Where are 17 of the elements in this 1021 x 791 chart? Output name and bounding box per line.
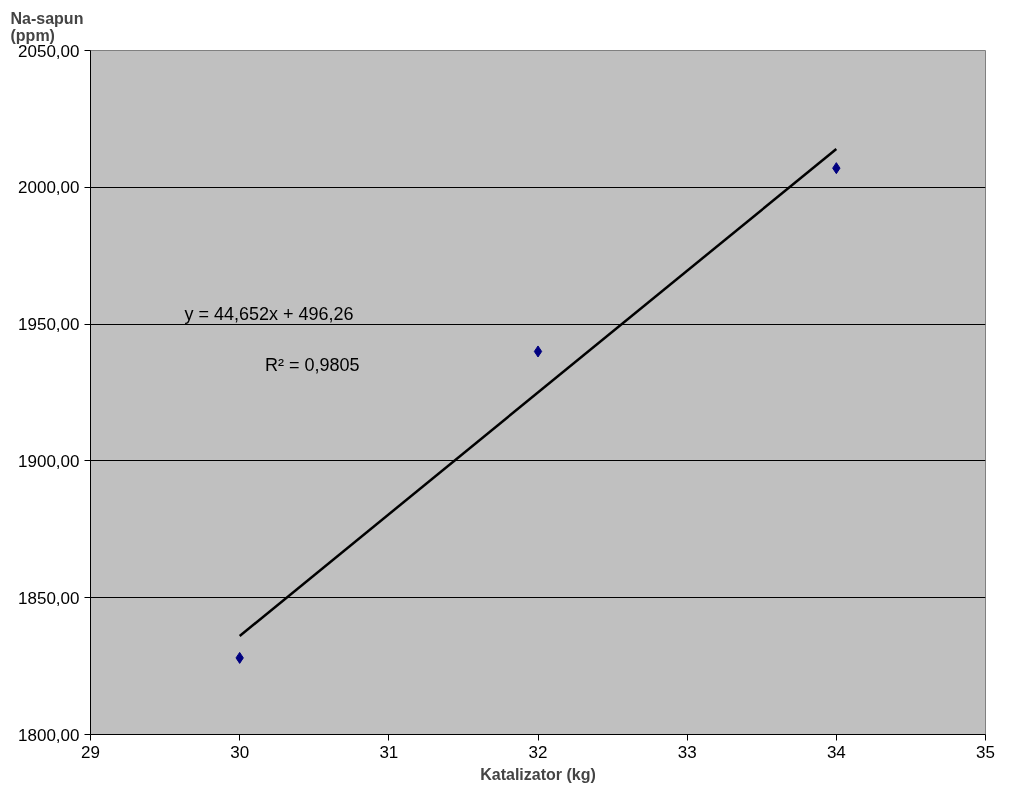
x-tick-label: 32 — [528, 742, 548, 762]
x-tick-label: 34 — [826, 742, 846, 762]
y-tick-label: 1800,00 — [18, 725, 80, 745]
annotation: y = 44,652x + 496,26 — [184, 304, 354, 325]
x-tick-label: 31 — [379, 742, 399, 762]
x-tick-label: 35 — [976, 742, 995, 762]
y-tick-label: 1900,00 — [18, 451, 80, 471]
y-tick-label: 2000,00 — [18, 178, 80, 198]
annotation: R² = 0,9805 — [265, 355, 360, 376]
point — [533, 345, 543, 358]
x-tick-label: 30 — [230, 742, 250, 762]
y-tick-label: 1950,00 — [18, 315, 80, 335]
y-axis-title: Na-sapun (ppm) — [10, 9, 84, 44]
x-tick-label: 33 — [677, 742, 697, 762]
x-axis-title: Katalizator (kg) — [480, 765, 596, 783]
x-tick-label: 29 — [81, 742, 100, 762]
y-tick-label: 1850,00 — [18, 588, 80, 608]
